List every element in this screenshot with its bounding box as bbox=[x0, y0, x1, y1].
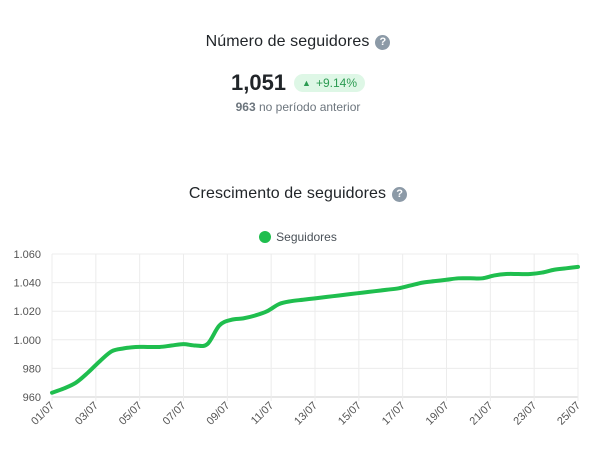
x-axis: 01/07 03/07 05/07 07/07 09/07 11/07 13/07 15/07… bbox=[29, 400, 583, 428]
x-tick-label: 25/07 bbox=[555, 400, 583, 428]
help-icon[interactable]: ? bbox=[375, 35, 391, 50]
x-tick-label: 21/07 bbox=[468, 400, 496, 428]
y-tick-label: 960 bbox=[23, 392, 41, 404]
x-tick-label: 17/07 bbox=[380, 400, 408, 428]
growth-title-row: Crescimento de seguidores? bbox=[0, 185, 596, 203]
change-badge: ▲ +9.14% bbox=[294, 74, 366, 92]
legend-marker bbox=[259, 231, 272, 243]
x-tick-label: 09/07 bbox=[205, 400, 233, 428]
x-tick-label: 23/07 bbox=[511, 400, 539, 428]
previous-label: no período anterior bbox=[258, 100, 361, 114]
change-percent: +9.14% bbox=[315, 76, 358, 90]
x-tick-label: 13/07 bbox=[292, 400, 320, 428]
y-tick-label: 1.060 bbox=[13, 249, 41, 261]
x-tick-label: 19/07 bbox=[424, 400, 452, 428]
series-line-seguidores bbox=[50, 264, 580, 395]
followers-title-row: Número de seguidores? bbox=[0, 33, 596, 51]
x-tick-label: 03/07 bbox=[73, 400, 101, 428]
y-tick-label: 1.040 bbox=[13, 278, 41, 290]
legend-label: Seguidores bbox=[276, 230, 337, 244]
arrow-up-icon: ▲ bbox=[302, 78, 311, 88]
x-tick-label: 15/07 bbox=[336, 400, 364, 428]
followers-title: Número de seguidores bbox=[205, 33, 370, 50]
previous-period: 963 no período anterior bbox=[0, 100, 596, 114]
x-tick-label: 05/07 bbox=[117, 400, 145, 428]
kpi-row: 1,051 ▲ +9.14% bbox=[0, 70, 596, 96]
grid-lines bbox=[51, 253, 579, 401]
help-icon[interactable]: ? bbox=[392, 187, 408, 202]
x-tick-label: 07/07 bbox=[161, 400, 189, 428]
y-axis: 960 980 1.000 1.020 1.040 1.060 bbox=[13, 249, 41, 404]
y-tick-label: 980 bbox=[23, 363, 41, 375]
x-tick-label: 11/07 bbox=[249, 400, 276, 427]
y-tick-label: 1.000 bbox=[13, 335, 41, 347]
y-tick-label: 1.020 bbox=[13, 306, 41, 318]
previous-value: 963 bbox=[235, 100, 256, 114]
chart-legend[interactable]: Seguidores bbox=[0, 230, 596, 244]
followers-count: 1,051 bbox=[230, 70, 287, 95]
growth-title: Crescimento de seguidores bbox=[188, 185, 387, 202]
